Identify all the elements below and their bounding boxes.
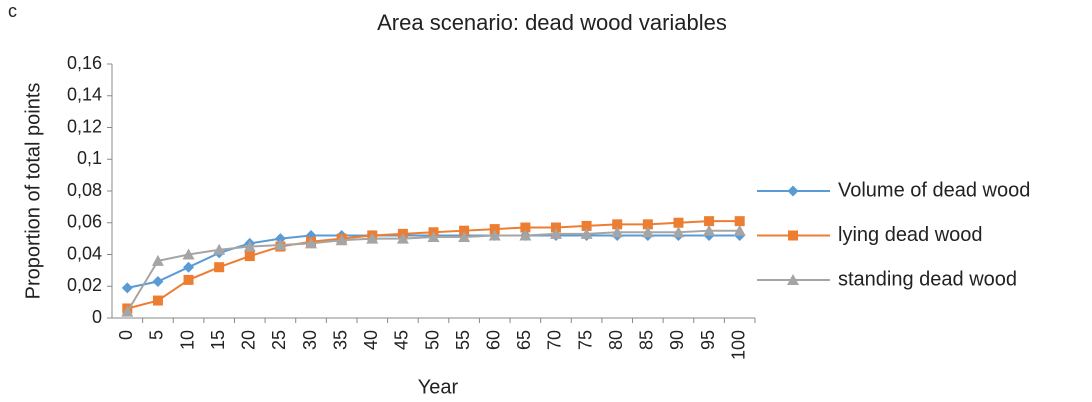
marker: [152, 275, 164, 287]
x-tick-label: 65: [514, 330, 534, 350]
marker: [214, 262, 225, 273]
y-tick-label: 0,14: [67, 85, 102, 105]
marker: [550, 222, 561, 233]
marker: [213, 243, 226, 255]
x-tick-label: 25: [269, 330, 289, 350]
x-tick-label: 30: [300, 330, 320, 350]
marker: [580, 227, 593, 239]
marker: [366, 232, 379, 244]
marker: [489, 224, 500, 235]
x-tick-label: 15: [208, 330, 228, 350]
marker: [243, 240, 256, 252]
marker: [151, 254, 164, 266]
marker: [458, 231, 471, 243]
x-tick-label: 40: [361, 330, 381, 350]
y-tick-label: 0,02: [67, 275, 102, 295]
marker: [335, 234, 348, 246]
legend-label: Volume of dead wood: [838, 179, 1030, 201]
x-tick-label: 75: [575, 330, 595, 350]
x-tick-label: 90: [667, 330, 687, 350]
marker: [733, 224, 746, 236]
panel-label: c: [8, 1, 17, 21]
marker: [581, 220, 592, 231]
legend-label: standing dead wood: [838, 268, 1017, 290]
marker: [520, 222, 531, 233]
x-tick-label: 45: [392, 330, 412, 350]
y-tick-label: 0,1: [77, 148, 102, 168]
marker: [396, 232, 409, 244]
marker: [612, 219, 623, 230]
chart-title: Area scenario: dead wood variables: [377, 10, 727, 35]
x-tick-label: 55: [453, 330, 473, 350]
marker: [641, 226, 654, 238]
x-tick-label: 85: [637, 330, 657, 350]
y-tick-label: 0: [92, 307, 102, 327]
marker: [183, 274, 194, 285]
x-tick-label: 60: [483, 330, 503, 350]
marker: [244, 251, 255, 262]
y-axis-label: Proportion of total points: [22, 83, 44, 300]
marker: [305, 237, 318, 249]
y-tick-label: 0,06: [67, 212, 102, 232]
marker: [703, 224, 716, 236]
x-tick-label: 35: [330, 330, 350, 350]
marker: [787, 274, 799, 285]
marker: [121, 282, 133, 294]
series-line: [127, 234, 740, 289]
marker: [519, 229, 532, 241]
marker: [459, 225, 470, 236]
marker: [672, 226, 685, 238]
marker: [704, 216, 715, 227]
x-tick-label: 10: [177, 330, 197, 350]
marker: [673, 217, 684, 228]
marker: [787, 185, 799, 197]
marker: [734, 216, 745, 227]
legend-label: lying dead wood: [838, 224, 983, 246]
marker: [488, 229, 501, 241]
y-tick-label: 0,04: [67, 243, 102, 263]
marker: [183, 261, 195, 273]
y-tick-label: 0,08: [67, 180, 102, 200]
marker: [152, 295, 163, 306]
x-tick-label: 95: [698, 330, 718, 350]
y-tick-label: 0,16: [67, 53, 102, 73]
marker: [427, 231, 440, 243]
marker: [274, 238, 287, 250]
marker: [788, 230, 798, 241]
x-tick-label: 80: [606, 330, 626, 350]
marker: [182, 248, 195, 260]
x-tick-label: 0: [116, 330, 136, 340]
x-tick-label: 70: [545, 330, 565, 350]
x-tick-label: 100: [728, 330, 748, 360]
x-axis-label: Year: [418, 376, 459, 398]
marker: [642, 219, 653, 230]
marker: [549, 227, 562, 239]
marker: [121, 305, 134, 317]
x-tick-label: 50: [422, 330, 442, 350]
x-tick-label: 20: [239, 330, 259, 350]
marker: [274, 233, 286, 245]
y-tick-label: 0,12: [67, 116, 102, 136]
marker: [611, 226, 624, 238]
x-tick-label: 5: [147, 330, 167, 340]
